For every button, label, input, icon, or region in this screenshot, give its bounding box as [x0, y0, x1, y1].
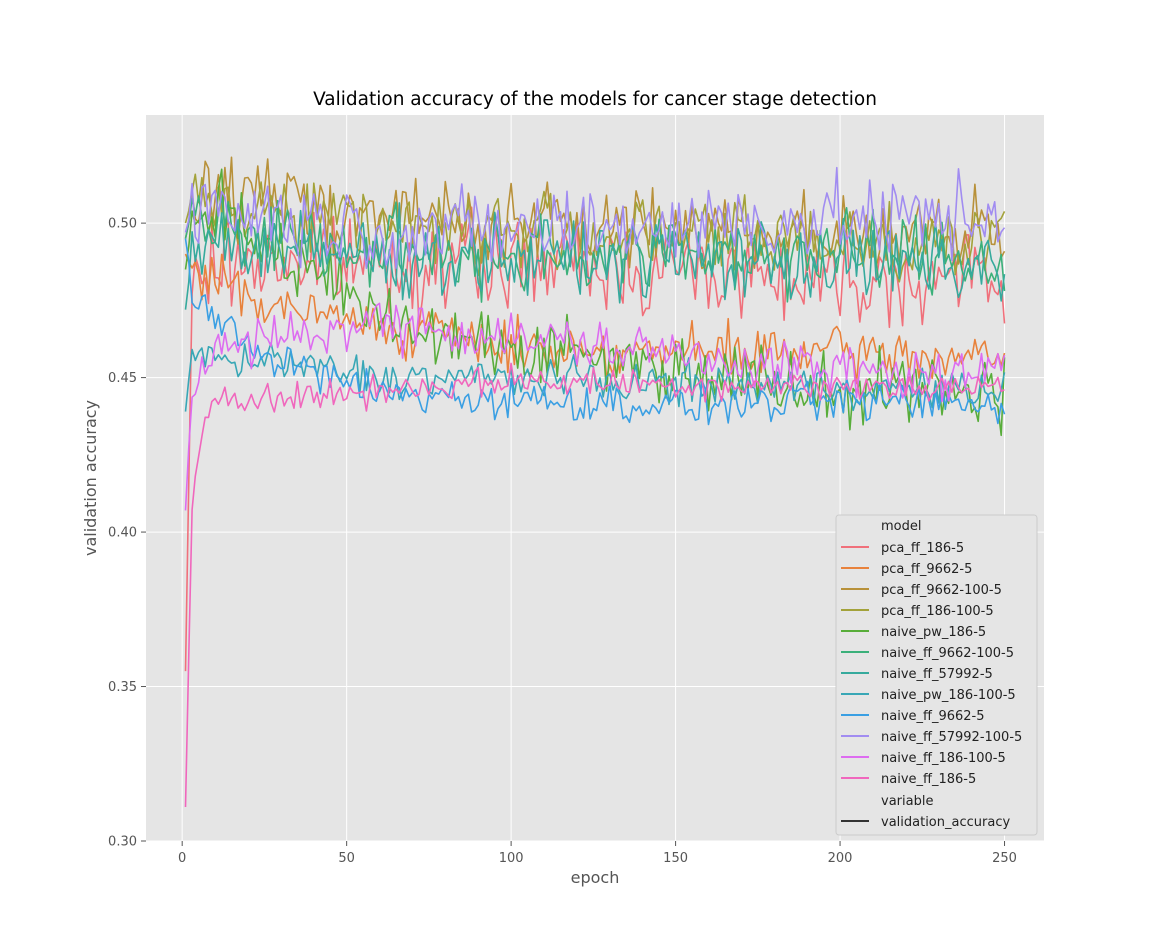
legend-label: naive_pw_186-5	[881, 625, 986, 640]
x-tick-label: 200	[828, 851, 853, 866]
x-tick-label: 0	[178, 851, 186, 866]
legend-label: naive_pw_186-100-5	[881, 688, 1016, 703]
legend-label: pca_ff_186-100-5	[881, 604, 994, 619]
y-tick-label: 0.45	[108, 371, 137, 386]
legend-label: pca_ff_9662-100-5	[881, 583, 1002, 598]
legend-box	[835, 514, 1038, 836]
series-line	[184, 166, 1006, 270]
x-tick-label: 50	[338, 851, 355, 866]
series-line	[184, 238, 1006, 426]
y-tick-label: 0.50	[108, 217, 137, 232]
legend-label: naive_ff_57992-5	[881, 667, 993, 682]
legend-label: naive_ff_57992-100-5	[881, 730, 1022, 745]
legend-title: model	[881, 519, 921, 534]
legend: model pca_ff_186-5 pca_ff_9662-5 pca_ff_96…	[835, 514, 1038, 836]
y-tick-label: 0.40	[108, 526, 137, 541]
x-tick-label: 250	[992, 851, 1017, 866]
legend-style-title: variable	[881, 794, 933, 809]
chart-title: Validation accuracy of the models for ca…	[313, 89, 877, 110]
legend-label: pca_ff_9662-5	[881, 562, 972, 577]
legend-label: pca_ff_186-5	[881, 541, 964, 556]
x-tick-label: 150	[663, 851, 688, 866]
series-lines	[184, 156, 1006, 808]
series-line	[184, 302, 1006, 511]
series-line	[184, 362, 1005, 808]
ticks: 0 50 100 150 200 250 0.30 0.35 0.40 0.45 0.50	[108, 217, 1017, 866]
x-axis-label: epoch	[571, 868, 620, 887]
series-line	[184, 202, 1006, 310]
series-line	[184, 168, 1006, 437]
series-line	[184, 253, 1006, 385]
legend-label: naive_ff_186-5	[881, 772, 976, 787]
legend-label: naive_ff_186-100-5	[881, 751, 1006, 766]
legend-entries: pca_ff_186-5 pca_ff_9662-5 pca_ff_9662-100…	[841, 541, 1022, 787]
y-tick-label: 0.30	[108, 835, 137, 850]
x-tick-label: 100	[499, 851, 524, 866]
y-axis-label: validation accuracy	[81, 400, 100, 556]
legend-label: naive_ff_9662-5	[881, 709, 985, 724]
legend-style-entry: validation_accuracy	[881, 815, 1010, 830]
legend-label: naive_ff_9662-100-5	[881, 646, 1014, 661]
y-tick-label: 0.35	[108, 680, 137, 695]
